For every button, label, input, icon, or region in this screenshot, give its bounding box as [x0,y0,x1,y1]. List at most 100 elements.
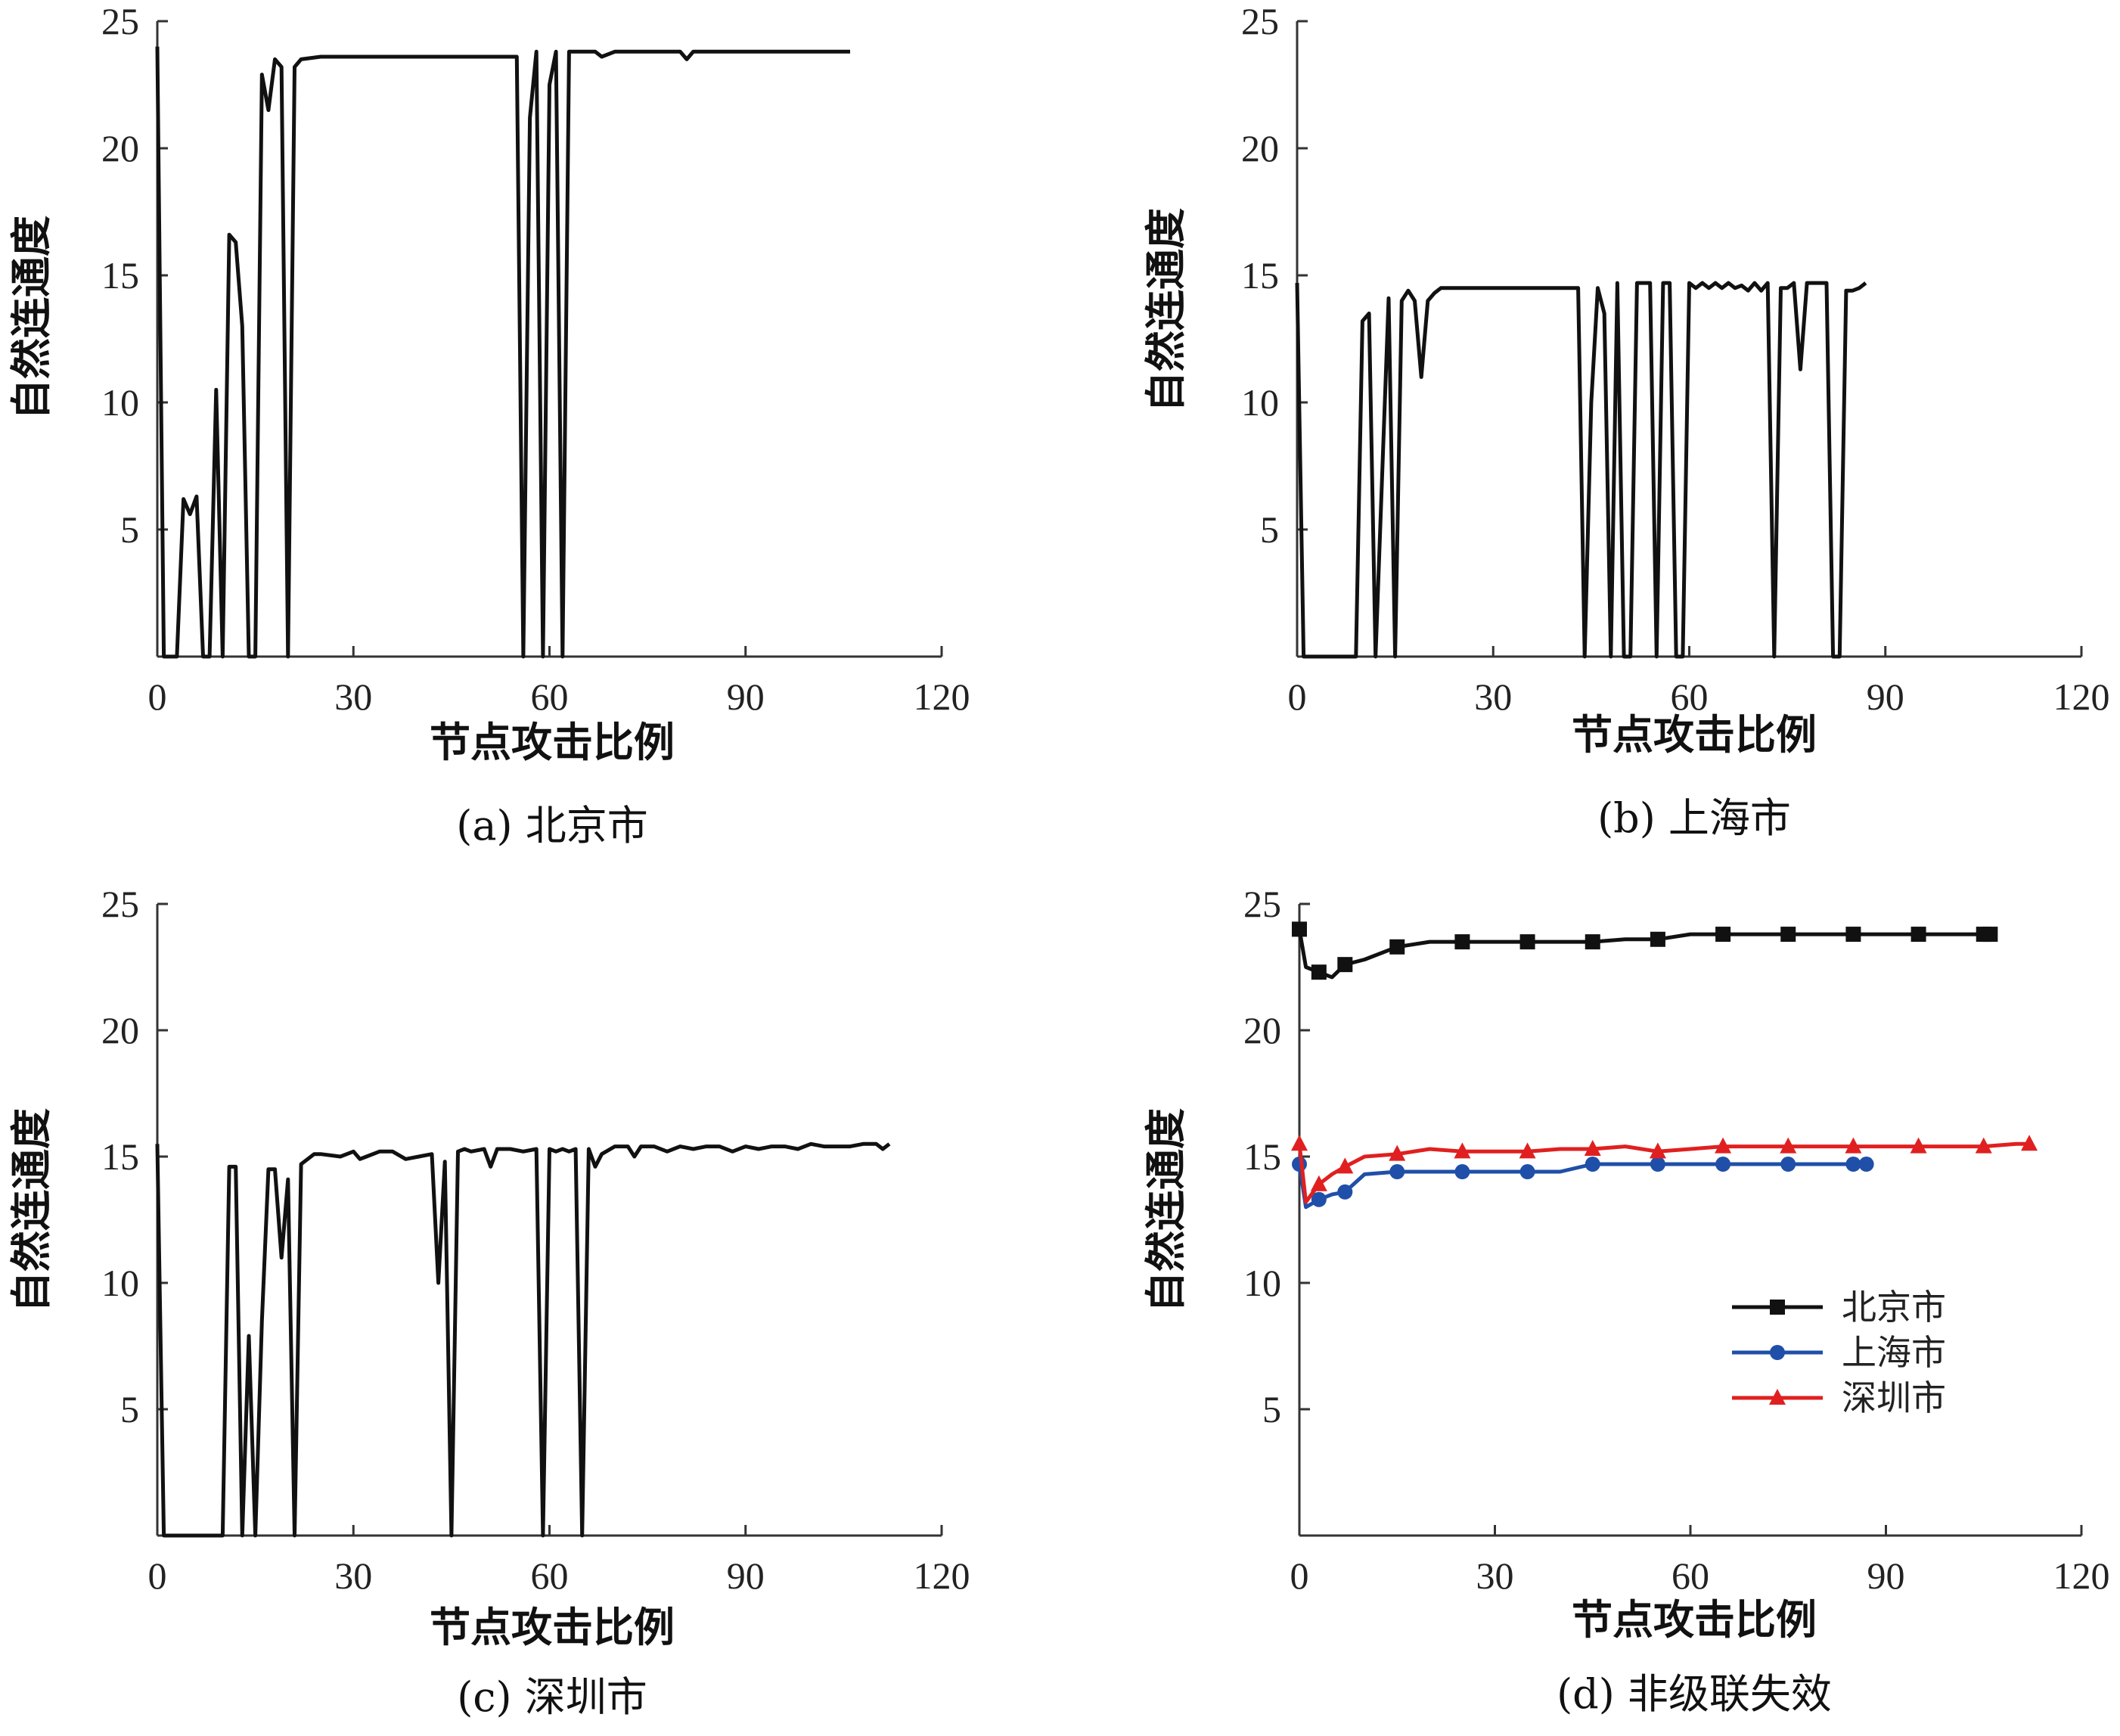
x-tick-label: 90 [1867,675,1904,718]
x-tick-label: 120 [2053,675,2110,718]
data-point [1389,1164,1405,1180]
y-tick-label: 5 [120,508,139,551]
data-point [1585,934,1600,950]
data-point [1519,1142,1536,1159]
y-axis-title: 自然连通度 [1142,208,1190,412]
data-point [1337,957,1353,973]
y-tick-label: 15 [1243,1135,1281,1178]
x-tick-label: 30 [1474,675,1512,718]
y-axis-title: 自然连通度 [1142,1108,1190,1312]
y-tick-label: 5 [1262,1388,1281,1430]
x-tick-label: 0 [1288,675,1307,718]
series-line-c [155,1141,891,1538]
legend-marker [1770,1300,1785,1315]
data-point [1982,927,1998,943]
x-tick-label: 120 [2053,1554,2110,1597]
y-tick-label: 15 [101,254,139,297]
panel-d: 0 30 60 90 120 5 10 15 20 25 节点攻击比例 自然连通度 (d) 非级联失效 北… [1142,883,2110,1718]
y-tick-label: 20 [1241,127,1279,169]
x-tick-label: 0 [148,1554,167,1597]
y-axis-title: 自然连通度 [8,1108,55,1312]
legend-label: 北京市 [1842,1287,1946,1328]
data-point [1715,1157,1731,1172]
data-point [1715,1137,1732,1154]
data-point [1650,1157,1665,1172]
y-tick-label: 25 [1241,0,1279,42]
data-point [1291,1135,1308,1151]
data-point [1780,927,1796,943]
data-point [2021,1135,2038,1151]
y-tick-label: 15 [101,1135,139,1178]
x-tick-label: 120 [914,675,970,718]
data-point [1845,1137,1862,1154]
data-point [1649,1142,1666,1159]
x-tick-label: 30 [1476,1554,1514,1597]
legend-marker [1770,1345,1785,1360]
legend-marker [1769,1389,1786,1405]
x-tick-label: 60 [531,675,569,718]
panel-b: 0 30 60 90 120 5 10 15 20 25 节点攻击比例 自然连通度 (b) 上海市 [1142,0,2110,842]
y-tick-label: 20 [101,127,139,169]
y-tick-label: 15 [1241,254,1279,297]
y-tick-label: 10 [101,1262,139,1304]
x-tick-label: 90 [1867,1554,1905,1597]
panel-caption: (c) 深圳市 [457,1673,647,1721]
data-point [1858,1157,1874,1172]
x-axis-title: 节点攻击比例 [430,1604,675,1651]
series-line-series-2 [1297,1141,2030,1204]
data-point [1310,1175,1327,1191]
x-axis-title: 节点攻击比例 [1572,711,1817,759]
x-tick-label: 60 [531,1554,569,1597]
series-line-series-1 [1297,1162,1867,1210]
data-point [1845,1157,1861,1172]
data-point [1584,1139,1601,1156]
y-tick-label: 20 [1243,1009,1281,1051]
panel-c: 0 30 60 90 120 5 10 15 20 25 节点攻击比例 自然连通度 (c) 深圳市 [8,883,970,1721]
x-axis-title: 节点攻击比例 [1572,1596,1817,1644]
x-tick-label: 0 [148,675,167,718]
data-point [1292,921,1307,937]
data-point [1975,1137,1992,1154]
series-line-a [155,46,850,659]
y-tick-label: 5 [120,1388,139,1430]
legend-label: 深圳市 [1842,1377,1946,1418]
data-point [1336,1157,1354,1174]
y-tick-label: 20 [101,1009,139,1051]
x-tick-label: 30 [334,675,372,718]
x-tick-label: 120 [914,1554,970,1597]
data-point [1311,1191,1327,1207]
x-tick-label: 60 [1671,675,1709,718]
x-tick-label: 90 [727,1554,765,1597]
data-point [1454,934,1470,950]
data-point [1337,1184,1353,1200]
panel-caption: (d) 非级联失效 [1557,1670,1832,1718]
y-axis-title: 自然连通度 [8,216,55,420]
data-point [1780,1157,1796,1172]
y-tick-label: 25 [1243,883,1281,925]
x-axis-title: 节点攻击比例 [430,719,675,766]
legend-label: 上海市 [1842,1332,1946,1373]
y-tick-label: 10 [101,381,139,424]
data-point [1519,934,1535,950]
data-point [1454,1142,1471,1159]
x-tick-label: 0 [1290,1554,1309,1597]
y-tick-label: 5 [1260,508,1279,551]
data-point [1585,1157,1600,1172]
data-point [1519,1164,1535,1180]
data-point [1910,927,1926,943]
x-tick-label: 90 [727,675,765,718]
data-point [1389,939,1405,955]
data-point [1454,1164,1470,1180]
data-point [1389,1144,1406,1161]
data-point [1845,927,1861,943]
y-tick-label: 10 [1243,1262,1281,1304]
y-tick-label: 25 [101,883,139,925]
panel-a: 0 30 60 90 120 5 10 15 20 25 节点攻击比例 自然连通度 (a) 北京市 [8,0,970,849]
x-tick-label: 30 [334,1554,372,1597]
y-tick-label: 25 [101,0,139,42]
data-point [1311,964,1327,980]
data-point [1715,927,1731,943]
x-tick-label: 60 [1671,1554,1709,1597]
data-point [1650,931,1665,947]
